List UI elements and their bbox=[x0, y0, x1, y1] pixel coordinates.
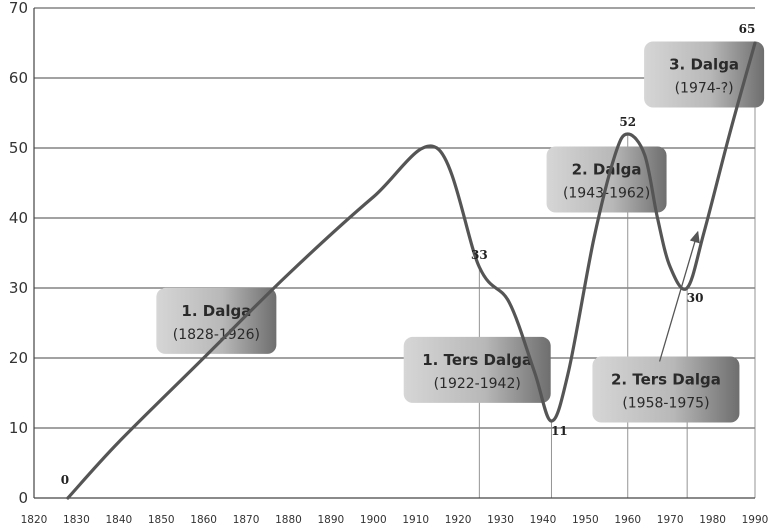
x-tick-label-1880: 1880 bbox=[275, 514, 302, 526]
x-tick-label-1950: 1950 bbox=[572, 514, 599, 526]
x-tick-label-1860: 1860 bbox=[190, 514, 217, 526]
grid-lines bbox=[34, 7, 755, 429]
x-tick-label-1990: 1990 bbox=[742, 514, 769, 526]
annotation-title: 2. Dalga bbox=[572, 161, 642, 179]
annotation-years: (1958-1975) bbox=[622, 396, 709, 412]
x-tick-label-1830: 1830 bbox=[63, 514, 90, 526]
x-tick-label-1940: 1940 bbox=[530, 514, 557, 526]
annotation-box-4: 3. Dalga (1974-?) bbox=[644, 41, 765, 108]
annotation-box-2: 1. Ters Dalga (1922-1942) bbox=[403, 336, 551, 403]
point-label-11: 11 bbox=[551, 424, 568, 438]
series-line-group bbox=[66, 41, 757, 500]
annotation-title: 3. Dalga bbox=[669, 56, 739, 74]
annotation-years: (1828-1926) bbox=[173, 327, 260, 343]
x-tick-label-1960: 1960 bbox=[614, 514, 641, 526]
point-label-65: 65 bbox=[739, 22, 756, 36]
annotation-title: 1. Ters Dalga bbox=[422, 351, 532, 369]
annotation-years: (1943-1962) bbox=[563, 186, 650, 202]
x-tick-label-1970: 1970 bbox=[657, 514, 684, 526]
axes bbox=[33, 8, 755, 499]
x-tick-label-1820: 1820 bbox=[21, 514, 48, 526]
series-line bbox=[66, 41, 757, 500]
annotation-box-bg bbox=[156, 287, 277, 354]
y-tick-label-40: 40 bbox=[9, 209, 28, 227]
point-label-0: 0 bbox=[61, 473, 69, 487]
annotation-box-bg bbox=[592, 356, 740, 423]
annotation-title: 1. Dalga bbox=[181, 302, 251, 320]
x-tick-label-1920: 1920 bbox=[445, 514, 472, 526]
point-labels: 0 33 11 52 30 65 bbox=[61, 22, 756, 487]
y-tick-label-10: 10 bbox=[9, 419, 28, 437]
x-tick-label-1850: 1850 bbox=[148, 514, 175, 526]
annotation-box-bg bbox=[403, 336, 551, 403]
point-label-33: 33 bbox=[471, 248, 488, 262]
point-label-52: 52 bbox=[619, 115, 636, 129]
annotation-years: (1974-?) bbox=[675, 81, 734, 97]
y-tick-label-70: 70 bbox=[9, 0, 28, 17]
y-tick-label-60: 60 bbox=[9, 69, 28, 87]
drop-lines bbox=[478, 43, 756, 498]
point-label-30: 30 bbox=[687, 291, 704, 305]
x-tick-label-1930: 1930 bbox=[487, 514, 514, 526]
annotation-years: (1922-1942) bbox=[434, 376, 521, 392]
x-tick-label-1900: 1900 bbox=[360, 514, 387, 526]
annotation-boxes: 1. Dalga (1828-1926) 1. Ters Dalga (1922-19… bbox=[156, 41, 765, 423]
x-tick-label-1910: 1910 bbox=[402, 514, 429, 526]
x-tick-label-1980: 1980 bbox=[699, 514, 726, 526]
annotation-box-bg bbox=[644, 41, 765, 108]
x-tick-label-1840: 1840 bbox=[105, 514, 132, 526]
x-tick-label-1890: 1890 bbox=[318, 514, 345, 526]
arrow-to-curve bbox=[658, 230, 700, 362]
annotation-box-5: 2. Ters Dalga (1958-1975) bbox=[592, 356, 740, 423]
y-tick-label-20: 20 bbox=[9, 349, 28, 367]
y-tick-label-50: 50 bbox=[9, 139, 28, 157]
tick-labels: 0 10 20 30 40 50 60 70 1820 1830 1840 1850 1860 1870 1… bbox=[9, 0, 768, 526]
annotation-box-1: 1. Dalga (1828-1926) bbox=[156, 287, 277, 354]
y-tick-label-30: 30 bbox=[9, 279, 28, 297]
x-tick-label-1870: 1870 bbox=[233, 514, 260, 526]
y-tick-label-0: 0 bbox=[18, 489, 28, 507]
annotation-title: 2. Ters Dalga bbox=[611, 371, 721, 389]
